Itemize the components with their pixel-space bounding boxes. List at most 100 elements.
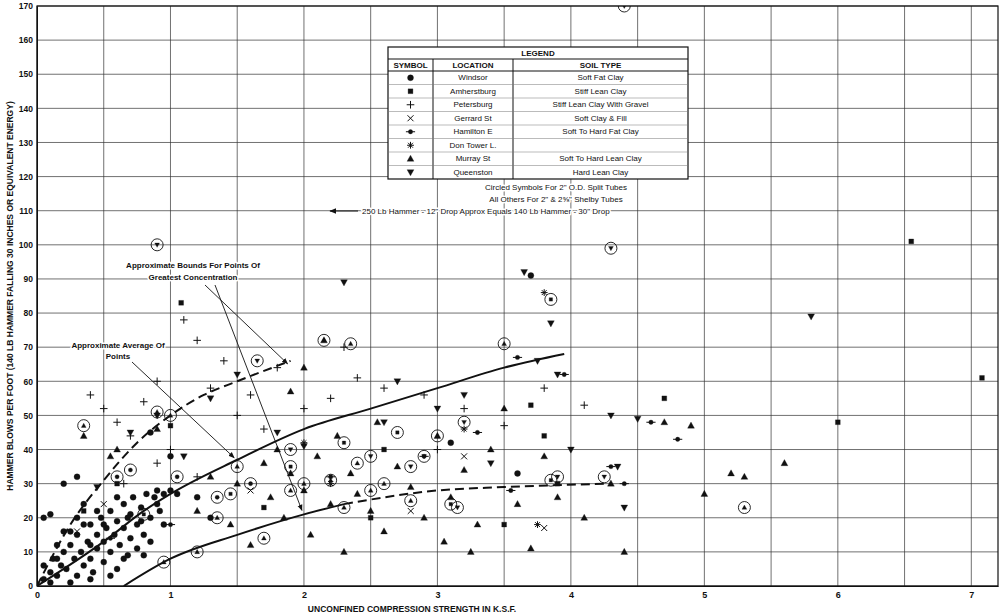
data-point	[124, 464, 136, 476]
y-tick: 30	[24, 479, 37, 489]
marker-ring	[391, 426, 403, 438]
x-tick: 7	[969, 586, 974, 600]
data-point	[101, 522, 107, 528]
data-point	[608, 413, 615, 419]
marker-shape	[461, 453, 467, 459]
x-tick: 3	[435, 586, 440, 600]
annotation-arrow	[205, 285, 288, 364]
legend-location: Amherstburg	[450, 87, 496, 96]
data-point	[394, 379, 401, 385]
marker-ring	[351, 457, 363, 469]
data-point	[673, 437, 682, 441]
data-point	[179, 300, 184, 305]
marker-shape	[609, 246, 614, 250]
data-point	[138, 505, 144, 511]
marker-shape	[341, 280, 348, 286]
marker-shape	[141, 532, 147, 538]
marker-ring	[245, 478, 257, 490]
curve-line	[37, 354, 564, 586]
data-point	[47, 580, 53, 586]
marker-shape	[342, 441, 345, 444]
y-tick: 140	[19, 104, 37, 114]
data-point	[502, 522, 507, 527]
data-point	[527, 545, 534, 551]
y-grid-line	[37, 313, 998, 314]
data-point	[405, 495, 417, 507]
marker-shape	[448, 440, 454, 446]
data-point	[125, 515, 131, 521]
marker-shape	[500, 422, 508, 430]
marker-shape	[247, 391, 255, 399]
marker-shape	[407, 101, 415, 109]
marker-shape	[115, 475, 119, 479]
marker-shape	[74, 528, 80, 534]
marker-shape	[408, 508, 414, 514]
data-point	[621, 505, 628, 511]
data-point	[980, 375, 985, 380]
data-point	[354, 490, 361, 496]
marker-shape	[168, 423, 173, 428]
marker-shape	[247, 541, 254, 547]
x-minor-grid-line	[103, 6, 104, 586]
data-point	[661, 419, 668, 425]
marker-shape	[167, 446, 175, 454]
marker-shape	[207, 396, 214, 402]
marker-ring	[552, 471, 564, 483]
y-tick-label: 30	[24, 479, 34, 489]
data-point	[340, 343, 348, 351]
data-point	[515, 470, 521, 476]
marker-shape	[301, 364, 308, 370]
data-point	[513, 355, 522, 359]
data-point	[114, 518, 120, 524]
data-point	[445, 498, 457, 510]
data-point	[194, 507, 201, 513]
note: All Others For 2" & 2⅝" Shelby Tubes	[489, 195, 622, 204]
y-tick: 40	[24, 445, 37, 455]
legend-symbol	[406, 130, 415, 134]
legend-row-rule	[388, 125, 688, 126]
y-grid-line	[37, 244, 998, 245]
marker-shape	[554, 372, 561, 378]
marker-shape	[460, 405, 468, 413]
legend-soil-type: Soft Clay & Fill	[574, 114, 627, 123]
data-point	[458, 416, 470, 428]
x-minor-grid-line	[771, 6, 772, 586]
y-tick-label: 100	[19, 240, 33, 250]
data-point	[127, 430, 134, 436]
data-point	[606, 464, 615, 468]
marker-shape	[194, 507, 201, 513]
y-tick-label: 120	[19, 172, 33, 182]
data-point	[87, 542, 93, 548]
data-point	[542, 433, 547, 438]
data-point	[233, 412, 241, 420]
marker-shape	[80, 432, 87, 438]
marker-shape	[434, 432, 441, 438]
data-point	[107, 508, 113, 514]
marker-shape	[467, 548, 474, 554]
marker-shape	[434, 446, 442, 454]
marker-shape	[74, 573, 80, 579]
data-point	[127, 535, 133, 541]
data-point	[138, 518, 144, 524]
data-point	[81, 563, 87, 569]
marker-shape	[422, 455, 427, 459]
data-point	[234, 372, 241, 378]
note-arrow	[330, 211, 358, 212]
marker-shape	[441, 538, 448, 544]
legend-location: Hamilton E	[453, 127, 492, 136]
marker-ring	[498, 338, 510, 350]
marker-shape	[301, 444, 308, 450]
marker-shape	[54, 556, 60, 562]
data-point	[301, 364, 308, 370]
marker-shape	[90, 569, 96, 575]
marker-shape	[78, 549, 84, 555]
marker-shape	[87, 522, 93, 528]
marker-shape	[487, 461, 494, 467]
marker-shape	[107, 573, 113, 579]
marker-shape	[143, 491, 149, 497]
data-point	[473, 430, 482, 434]
data-point	[321, 337, 328, 343]
data-point	[334, 432, 341, 438]
legend-symbol	[408, 89, 413, 94]
legend-column-rule	[433, 59, 434, 179]
